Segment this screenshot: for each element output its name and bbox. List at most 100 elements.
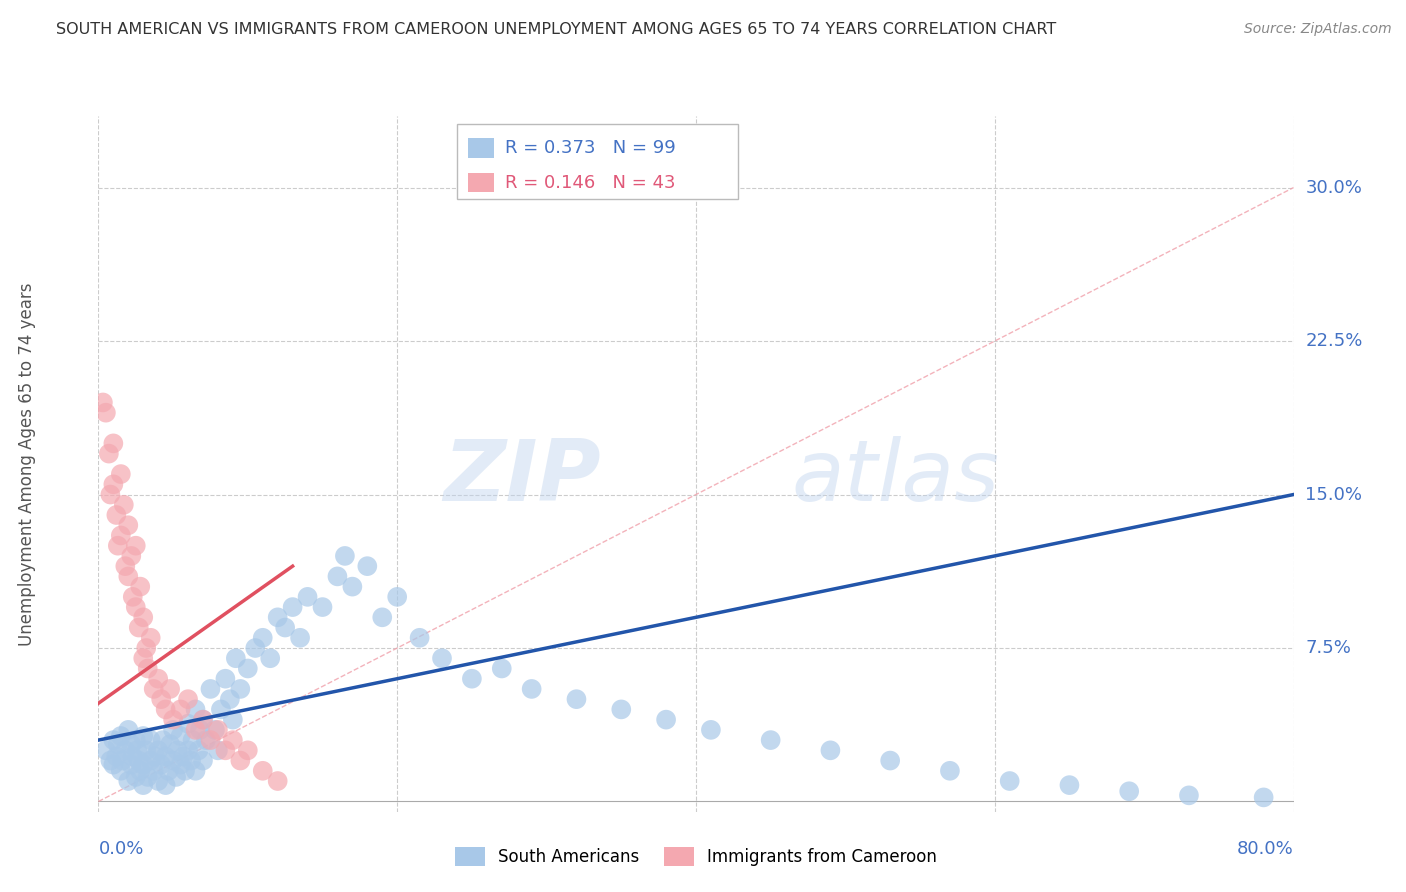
Point <box>184 702 207 716</box>
Point <box>214 743 236 757</box>
Point <box>128 754 150 768</box>
Point <box>245 640 267 655</box>
Point <box>125 539 148 553</box>
Point <box>117 723 139 737</box>
Point <box>229 754 252 768</box>
Point <box>127 743 149 757</box>
Point <box>103 436 125 450</box>
Point <box>194 733 218 747</box>
Point <box>520 681 543 696</box>
Point <box>148 774 170 789</box>
Point <box>136 661 159 675</box>
Point <box>114 743 136 757</box>
Point <box>219 692 242 706</box>
Point <box>184 764 207 778</box>
Point <box>162 754 184 768</box>
Point <box>117 774 139 789</box>
Point <box>112 498 135 512</box>
Text: atlas: atlas <box>792 436 1000 519</box>
Point <box>177 743 200 757</box>
Point <box>311 600 333 615</box>
Point <box>222 733 245 747</box>
Point <box>103 477 125 491</box>
Point <box>274 621 297 635</box>
Text: 0.0%: 0.0% <box>98 839 143 857</box>
Point <box>214 672 236 686</box>
Text: R = 0.373   N = 99: R = 0.373 N = 99 <box>505 139 675 157</box>
Point <box>110 764 132 778</box>
Point <box>111 754 134 768</box>
Point <box>222 713 245 727</box>
Point <box>252 631 274 645</box>
Text: Source: ZipAtlas.com: Source: ZipAtlas.com <box>1244 22 1392 37</box>
Point <box>169 702 191 716</box>
Point <box>408 631 430 645</box>
Point <box>655 713 678 727</box>
Point <box>288 631 311 645</box>
Point <box>1253 790 1275 805</box>
Point <box>491 661 513 675</box>
Point <box>125 770 148 784</box>
Point <box>139 733 162 747</box>
Point <box>207 743 229 757</box>
Point <box>173 749 195 764</box>
Point <box>132 729 155 743</box>
Point <box>165 770 187 784</box>
Point <box>128 621 150 635</box>
Point <box>236 661 259 675</box>
Point <box>430 651 453 665</box>
Point <box>120 757 142 772</box>
Point <box>236 743 259 757</box>
Point <box>135 743 157 757</box>
Point <box>129 580 152 594</box>
Point <box>132 778 155 792</box>
Point <box>181 733 204 747</box>
Point <box>120 737 142 751</box>
Point <box>188 723 211 737</box>
Point <box>139 631 162 645</box>
Point <box>142 764 165 778</box>
Point <box>259 651 281 665</box>
Point <box>132 610 155 624</box>
Point <box>148 672 170 686</box>
Point <box>177 716 200 731</box>
Text: 30.0%: 30.0% <box>1305 178 1362 196</box>
Point <box>191 713 214 727</box>
Point <box>281 600 304 615</box>
Point <box>114 559 136 574</box>
Text: 80.0%: 80.0% <box>1237 839 1294 857</box>
Point <box>169 729 191 743</box>
Text: 22.5%: 22.5% <box>1305 332 1362 350</box>
Point <box>139 754 162 768</box>
Point <box>759 733 782 747</box>
Point <box>132 757 155 772</box>
Point <box>371 610 394 624</box>
Point <box>204 723 226 737</box>
Point <box>155 749 177 764</box>
Point <box>105 749 128 764</box>
Point <box>177 692 200 706</box>
Point <box>98 487 122 501</box>
Point <box>207 723 229 737</box>
Point <box>184 723 207 737</box>
Point <box>565 692 588 706</box>
Point <box>117 518 139 533</box>
Point <box>385 590 409 604</box>
Point <box>157 764 180 778</box>
Point <box>110 467 132 481</box>
Point <box>200 681 222 696</box>
Point <box>820 743 842 757</box>
Point <box>97 447 120 461</box>
Point <box>107 539 129 553</box>
Point <box>162 713 184 727</box>
Point <box>152 733 174 747</box>
Point <box>610 702 633 716</box>
Point <box>162 723 184 737</box>
Point <box>155 702 177 716</box>
Point <box>191 713 214 727</box>
Point <box>169 757 191 772</box>
Point <box>166 743 188 757</box>
Point <box>267 774 290 789</box>
Point <box>1059 778 1081 792</box>
Point <box>200 733 222 747</box>
